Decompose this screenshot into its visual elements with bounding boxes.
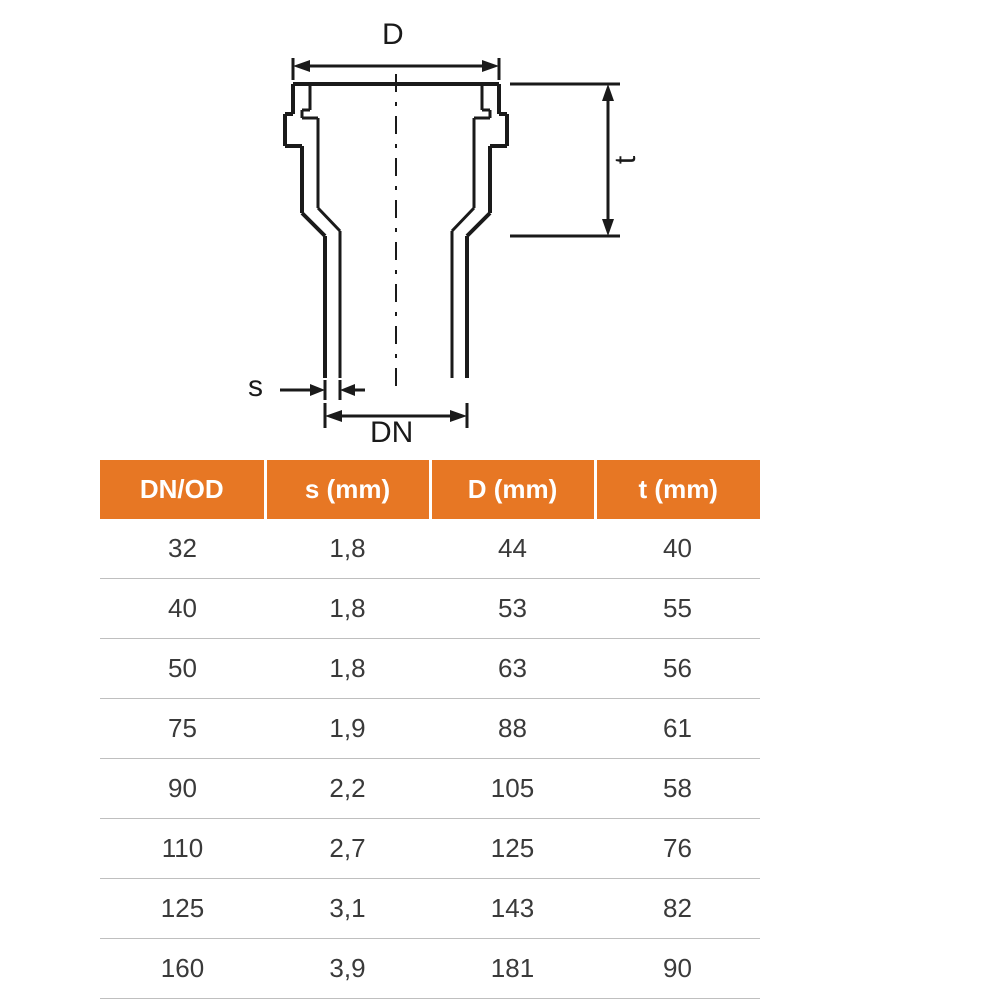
table-row: 1603,918190	[100, 939, 760, 999]
table-cell: 1,9	[265, 699, 430, 759]
table-row: 751,98861	[100, 699, 760, 759]
table-header: DN/OD s (mm) D (mm) t (mm)	[100, 460, 760, 519]
table-cell: 125	[100, 879, 265, 939]
table-cell: 53	[430, 579, 595, 639]
table-row: 401,85355	[100, 579, 760, 639]
table-cell: 1,8	[265, 639, 430, 699]
table-cell: 61	[595, 699, 760, 759]
table-cell: 181	[430, 939, 595, 999]
label-s: s	[248, 370, 263, 404]
table-row: 902,210558	[100, 759, 760, 819]
table-cell: 88	[430, 699, 595, 759]
pipe-fitting-drawing	[200, 18, 700, 438]
table-cell: 90	[100, 759, 265, 819]
table-cell: 40	[595, 519, 760, 579]
table-cell: 63	[430, 639, 595, 699]
dimensions-table-wrapper: DN/OD s (mm) D (mm) t (mm) 321,84440401,…	[100, 460, 760, 999]
table-cell: 90	[595, 939, 760, 999]
table-cell: 40	[100, 579, 265, 639]
table-row: 1253,114382	[100, 879, 760, 939]
table-cell: 2,7	[265, 819, 430, 879]
table-cell: 82	[595, 879, 760, 939]
table-cell: 58	[595, 759, 760, 819]
label-t: t	[609, 156, 643, 164]
table-cell: 125	[430, 819, 595, 879]
dimensions-table: DN/OD s (mm) D (mm) t (mm) 321,84440401,…	[100, 460, 760, 999]
table-cell: 160	[100, 939, 265, 999]
col-header: t (mm)	[595, 460, 760, 519]
table-cell: 105	[430, 759, 595, 819]
table-cell: 1,8	[265, 519, 430, 579]
table-body: 321,84440401,85355501,86356751,98861902,…	[100, 519, 760, 999]
table-cell: 44	[430, 519, 595, 579]
table-cell: 2,2	[265, 759, 430, 819]
table-cell: 3,1	[265, 879, 430, 939]
table-cell: 56	[595, 639, 760, 699]
col-header: D (mm)	[430, 460, 595, 519]
table-cell: 55	[595, 579, 760, 639]
label-dn: DN	[370, 416, 413, 450]
table-cell: 3,9	[265, 939, 430, 999]
col-header: s (mm)	[265, 460, 430, 519]
table-cell: 1,8	[265, 579, 430, 639]
table-row: 321,84440	[100, 519, 760, 579]
table-cell: 143	[430, 879, 595, 939]
table-cell: 32	[100, 519, 265, 579]
table-row: 501,86356	[100, 639, 760, 699]
table-cell: 76	[595, 819, 760, 879]
table-cell: 110	[100, 819, 265, 879]
table-row: 1102,712576	[100, 819, 760, 879]
table-cell: 50	[100, 639, 265, 699]
label-d: D	[382, 18, 404, 52]
col-header: DN/OD	[100, 460, 265, 519]
table-cell: 75	[100, 699, 265, 759]
technical-diagram: D t s DN	[200, 18, 700, 438]
